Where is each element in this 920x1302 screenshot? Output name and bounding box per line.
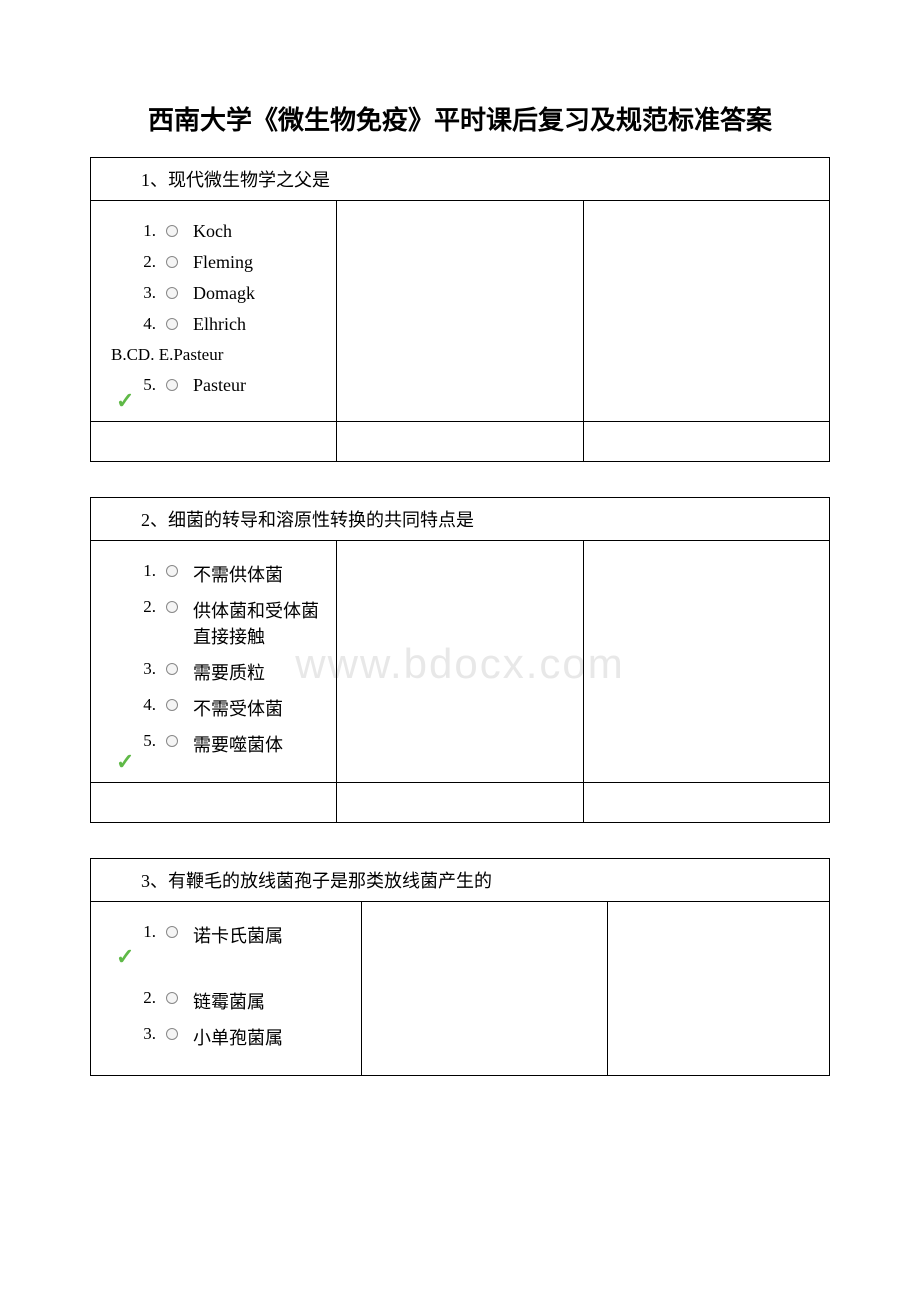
checkmark-icon: ✓ <box>116 749 134 775</box>
option-number: 3. <box>101 1024 161 1044</box>
radio-icon[interactable] <box>166 256 178 268</box>
options-row: 1. Koch 2. Fleming 3. Domagk 4. <box>91 201 830 422</box>
options-cell: 1. 诺卡氏菌属 ✓ 2. 链霉菌属 3. 小单孢菌属 <box>91 902 362 1076</box>
options-cell: 1. Koch 2. Fleming 3. Domagk 4. <box>91 201 337 422</box>
question-text: 现代微生物学之父是 <box>168 170 330 190</box>
option-3: 3. Domagk <box>101 283 326 304</box>
question-block-2: 2、细菌的转导和溶原性转换的共同特点是 1. 不需供体菌 2. 供体菌和受体菌直… <box>90 497 830 823</box>
empty-cell <box>583 541 829 783</box>
option-text: 不需受体菌 <box>193 695 326 721</box>
option-number: 2. <box>101 988 161 1008</box>
radio-icon[interactable] <box>166 735 178 747</box>
question-block-3: 3、有鞭毛的放线菌孢子是那类放线菌产生的 1. 诺卡氏菌属 ✓ 2. 链霉菌属 <box>90 858 830 1076</box>
option-3: 3. 需要质粒 <box>101 659 326 685</box>
option-text: Domagk <box>193 283 326 304</box>
question-text: 细菌的转导和溶原性转换的共同特点是 <box>168 510 474 530</box>
radio-icon[interactable] <box>166 699 178 711</box>
option-5: 5. Pasteur ✓ <box>101 375 326 396</box>
option-text: Elhrich <box>193 314 326 335</box>
footer-row <box>91 422 830 462</box>
question-number: 3 <box>141 871 150 891</box>
page-title: 西南大学《微生物免疫》平时课后复习及规范标准答案 <box>90 100 830 137</box>
radio-icon[interactable] <box>166 663 178 675</box>
radio-icon[interactable] <box>166 379 178 391</box>
option-5: 5. 需要噬菌体 ✓ <box>101 731 326 757</box>
option-text: 不需供体菌 <box>193 561 326 587</box>
question-text-cell: 1、现代微生物学之父是 <box>91 158 830 201</box>
question-table-1: 1、现代微生物学之父是 1. Koch 2. Fleming 3. Doma <box>90 157 830 462</box>
question-text: 有鞭毛的放线菌孢子是那类放线菌产生的 <box>168 871 492 891</box>
options-row: 1. 诺卡氏菌属 ✓ 2. 链霉菌属 3. 小单孢菌属 <box>91 902 830 1076</box>
empty-cell <box>337 201 583 422</box>
option-2: 2. Fleming <box>101 252 326 273</box>
option-number: 2. <box>101 252 161 272</box>
option-text: 供体菌和受体菌直接接触 <box>193 597 326 649</box>
question-row: 2、细菌的转导和溶原性转换的共同特点是 <box>91 498 830 541</box>
options-cell: 1. 不需供体菌 2. 供体菌和受体菌直接接触 3. 需要质粒 4. <box>91 541 337 783</box>
option-text: Fleming <box>193 252 326 273</box>
question-table-2: 2、细菌的转导和溶原性转换的共同特点是 1. 不需供体菌 2. 供体菌和受体菌直… <box>90 497 830 823</box>
option-text: Pasteur <box>193 375 326 396</box>
empty-cell <box>583 201 829 422</box>
option-text: 需要质粒 <box>193 659 326 685</box>
empty-cell <box>337 541 583 783</box>
question-table-3: 3、有鞭毛的放线菌孢子是那类放线菌产生的 1. 诺卡氏菌属 ✓ 2. 链霉菌属 <box>90 858 830 1076</box>
question-row: 1、现代微生物学之父是 <box>91 158 830 201</box>
empty-cell <box>91 783 337 823</box>
option-number: 4. <box>101 695 161 715</box>
empty-cell <box>337 422 583 462</box>
question-number: 2 <box>141 510 150 530</box>
radio-icon[interactable] <box>166 225 178 237</box>
options-row: 1. 不需供体菌 2. 供体菌和受体菌直接接触 3. 需要质粒 4. <box>91 541 830 783</box>
option-2: 2. 供体菌和受体菌直接接触 <box>101 597 326 649</box>
option-number: 1. <box>101 561 161 581</box>
question-text-cell: 3、有鞭毛的放线菌孢子是那类放线菌产生的 <box>91 859 830 902</box>
option-text: 链霉菌属 <box>193 988 351 1014</box>
option-number: 3. <box>101 283 161 303</box>
option-number: 4. <box>101 314 161 334</box>
empty-cell <box>361 902 607 1076</box>
question-block-1: 1、现代微生物学之父是 1. Koch 2. Fleming 3. Doma <box>90 157 830 462</box>
option-text: 诺卡氏菌属 <box>193 922 351 948</box>
option-text: 需要噬菌体 <box>193 731 326 757</box>
radio-icon[interactable] <box>166 601 178 613</box>
option-text: Koch <box>193 221 326 242</box>
option-4: 4. 不需受体菌 <box>101 695 326 721</box>
option-number: 3. <box>101 659 161 679</box>
radio-icon[interactable] <box>166 1028 178 1040</box>
option-1: 1. 不需供体菌 <box>101 561 326 587</box>
checkmark-icon: ✓ <box>116 944 134 970</box>
empty-cell <box>91 422 337 462</box>
option-4: 4. Elhrich <box>101 314 326 335</box>
radio-icon[interactable] <box>166 992 178 1004</box>
question-number: 1 <box>141 170 150 190</box>
option-number: 1. <box>101 922 161 942</box>
radio-icon[interactable] <box>166 565 178 577</box>
option-number: 1. <box>101 221 161 241</box>
empty-cell <box>608 902 830 1076</box>
option-2: 2. 链霉菌属 <box>101 988 351 1014</box>
extra-text: B.CD. E.Pasteur <box>101 345 326 365</box>
checkmark-icon: ✓ <box>116 388 134 414</box>
question-row: 3、有鞭毛的放线菌孢子是那类放线菌产生的 <box>91 859 830 902</box>
question-text-cell: 2、细菌的转导和溶原性转换的共同特点是 <box>91 498 830 541</box>
radio-icon[interactable] <box>166 287 178 299</box>
option-number: 5. <box>101 731 161 751</box>
option-1: 1. Koch <box>101 221 326 242</box>
empty-cell <box>583 783 829 823</box>
option-1: 1. 诺卡氏菌属 ✓ <box>101 922 351 948</box>
option-3: 3. 小单孢菌属 <box>101 1024 351 1050</box>
empty-cell <box>583 422 829 462</box>
footer-row <box>91 783 830 823</box>
radio-icon[interactable] <box>166 318 178 330</box>
empty-cell <box>337 783 583 823</box>
radio-icon[interactable] <box>166 926 178 938</box>
option-text: 小单孢菌属 <box>193 1024 351 1050</box>
option-number: 2. <box>101 597 161 617</box>
